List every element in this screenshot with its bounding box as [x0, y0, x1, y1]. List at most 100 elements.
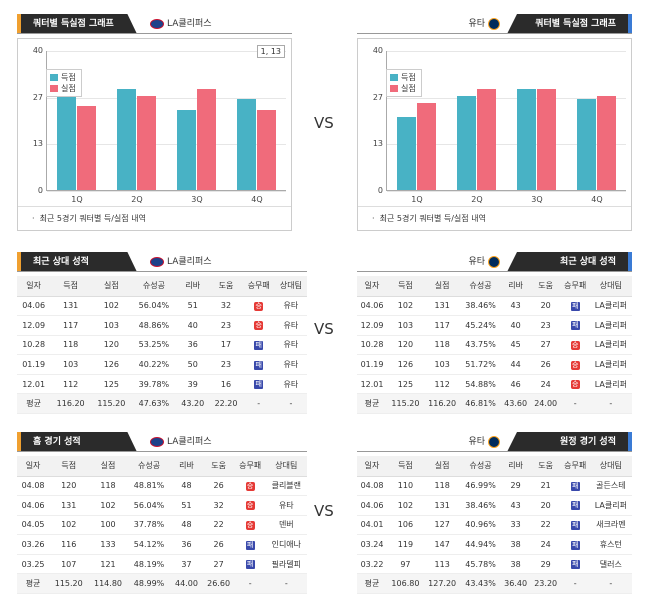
column-header: 득점	[387, 456, 424, 477]
table-cell: 04.08	[17, 476, 50, 497]
right-chart-title: 쿼터별 득실점 그래프	[507, 14, 632, 34]
column-header: 일자	[357, 456, 388, 477]
table-cell: 43	[500, 495, 531, 516]
table-cell: 118	[50, 335, 91, 356]
result-badge: 승	[560, 335, 590, 356]
table-cell: 04.06	[17, 495, 50, 516]
left-chart-header: 쿼터별 득실점 그래프 LA클리퍼스	[17, 14, 292, 34]
table-cell: 131	[423, 296, 461, 317]
score-bar-1Q[interactable]	[397, 116, 416, 190]
average-cell: -	[274, 393, 307, 415]
win-badge-icon: 승	[245, 481, 255, 491]
column-header: 일자	[357, 276, 388, 297]
table-cell: 120	[387, 335, 424, 356]
table-cell: 10.28	[17, 335, 51, 356]
win-badge-icon: 승	[254, 321, 264, 331]
table-cell: 147	[423, 534, 461, 555]
table-cell: 33	[500, 515, 531, 536]
table-cell: 100	[88, 515, 128, 536]
column-header: 슈성공	[127, 456, 171, 477]
table-cell: 17	[209, 335, 243, 356]
table-cell: 103	[50, 354, 91, 375]
table-cell: 97	[387, 554, 424, 575]
away-right-table: 일자 득점 실점 슈성공 리바 도움 승무패 상대팀 04.08 110 118 46.99% 29 21…	[357, 456, 632, 595]
table-cell: 112	[50, 374, 91, 395]
lost-bar-4Q[interactable]	[597, 95, 616, 190]
table-cell: 39.78%	[131, 374, 177, 395]
away-right-title: 원정 경기 성적	[507, 432, 632, 452]
table-cell: 117	[50, 315, 91, 336]
loss-badge-icon: 패	[570, 520, 580, 530]
lost-bar-3Q[interactable]	[197, 88, 216, 190]
score-bar-4Q[interactable]	[577, 99, 596, 190]
table-cell: 116	[49, 534, 89, 555]
lost-bar-1Q[interactable]	[77, 106, 96, 190]
recent-right-title: 최근 상대 성적	[507, 252, 632, 272]
table-cell: 유타	[274, 335, 307, 356]
result-badge: 승	[242, 296, 275, 317]
table-cell: 01.19	[17, 354, 51, 375]
table-cell: 22	[202, 515, 235, 536]
column-header: 슈성공	[460, 276, 501, 297]
table-cell: 12.01	[17, 374, 51, 395]
table-cell: 유타	[274, 374, 307, 395]
table-row: 12.01 125 112 54.88% 46 24 승 LA클리퍼	[357, 374, 632, 395]
lost-bar-3Q[interactable]	[537, 88, 556, 190]
average-cell: 116.20	[423, 393, 461, 415]
table-cell: 20	[530, 495, 561, 516]
table-cell: 48	[170, 476, 203, 497]
win-badge-icon: 승	[570, 380, 580, 390]
score-bar-2Q[interactable]	[117, 88, 136, 190]
y-tick-label: 27	[32, 92, 43, 102]
recent-left-title: 최근 상대 성적	[17, 252, 137, 272]
table-cell: 03.26	[17, 534, 50, 555]
table-cell: 102	[88, 495, 128, 516]
result-badge: 패	[560, 476, 590, 497]
table-cell: LA클리퍼	[589, 296, 632, 317]
table-cell: 32	[202, 495, 235, 516]
average-cell: -	[242, 393, 275, 415]
table-cell: 54.12%	[127, 534, 171, 555]
result-badge: 패	[560, 534, 590, 555]
column-header: 득점	[49, 456, 89, 477]
result-badge: 패	[560, 495, 590, 516]
table-cell: 102	[387, 495, 424, 516]
average-cell: -	[234, 573, 266, 595]
table-cell: 26	[202, 534, 235, 555]
lost-bar-1Q[interactable]	[417, 102, 436, 190]
score-bar-4Q[interactable]	[237, 99, 256, 190]
table-row: 04.06 102 131 38.46% 43 20 패 LA클리퍼	[357, 495, 632, 516]
table-row: 12.09 103 117 45.24% 40 23 패 LA클리퍼	[357, 315, 632, 336]
result-badge: 패	[560, 296, 590, 317]
table-cell: 45.24%	[460, 315, 501, 336]
jazz-logo-icon	[488, 18, 500, 30]
column-header: 승무패	[242, 276, 275, 297]
table-cell: LA클리퍼	[589, 495, 632, 516]
table-cell: 12.09	[357, 315, 388, 336]
table-cell: 118	[88, 476, 128, 497]
score-bar-1Q[interactable]	[57, 81, 76, 190]
lost-bar-2Q[interactable]	[477, 88, 496, 190]
average-cell: 115.20	[387, 393, 424, 415]
left-team-label: LA클리퍼스	[150, 14, 212, 34]
table-cell: 121	[88, 554, 128, 575]
table-cell: 필라델피	[265, 554, 307, 575]
table-cell: 44.94%	[460, 534, 501, 555]
table-cell: 32	[209, 296, 243, 317]
lost-bar-4Q[interactable]	[257, 109, 276, 190]
score-bar-2Q[interactable]	[457, 95, 476, 190]
table-cell: 37	[170, 554, 203, 575]
lost-bar-2Q[interactable]	[137, 95, 156, 190]
right-chart-legend: 득점 실점	[386, 69, 422, 97]
score-bar-3Q[interactable]	[177, 109, 196, 190]
table-cell: 유타	[274, 354, 307, 375]
column-header: 도움	[209, 276, 243, 297]
win-badge-icon: 승	[570, 340, 580, 350]
table-cell: 45	[500, 335, 531, 356]
table-row: 04.05 102 100 37.78% 48 22 승 덴버	[17, 515, 307, 536]
score-bar-3Q[interactable]	[517, 88, 536, 190]
table-cell: 119	[387, 534, 424, 555]
table-cell: 50	[176, 354, 210, 375]
win-badge-icon: 승	[245, 520, 255, 530]
result-badge: 패	[242, 335, 275, 356]
